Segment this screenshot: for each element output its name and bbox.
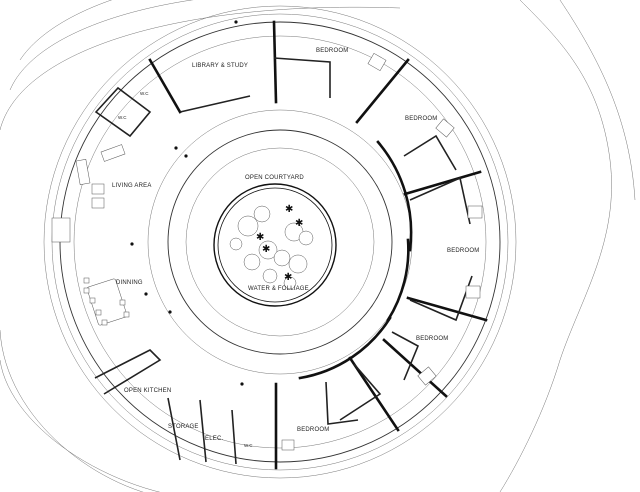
svg-text:✱: ✱ [285,204,293,215]
label-wc-top-1: W.C [140,91,149,96]
label-bedroom-5: BEDROOM [297,427,329,433]
label-wc-top-2: W.C [118,115,127,120]
label-living: LIVING AREA [112,183,152,189]
svg-text:✱: ✱ [256,232,264,243]
room-labels: LIBRARY & STUDY BEDROOM BEDROOM BEDROOM … [112,48,479,448]
label-bedroom-1: BEDROOM [316,48,348,54]
bedroom-wing-walls [148,20,488,470]
label-kitchen: OPEN KITCHEN [124,388,171,394]
label-bedroom-4: BEDROOM [416,336,448,342]
furniture [51,52,483,451]
foliage-cluster: ✱ ✱ ✱ ✱ ✱ [229,204,314,290]
building-outline [43,5,517,479]
label-courtyard: OPEN COURTYARD [245,175,304,181]
label-bedroom-3: BEDROOM [447,248,479,254]
structural-columns [130,20,244,386]
svg-text:✱: ✱ [284,272,292,283]
label-elec: ELEC. [205,436,223,442]
label-water: WATER & FOLLIAGE [248,286,309,292]
label-library: LIBRARY & STUDY [192,63,248,69]
svg-text:✱: ✱ [295,218,303,229]
svg-text:✱: ✱ [262,244,270,255]
courtyard-pool: ✱ ✱ ✱ ✱ ✱ [213,183,337,307]
label-bedroom-2: BEDROOM [405,116,437,122]
label-storage: STORAGE [168,424,199,430]
label-dining: DINNING [116,280,143,286]
label-wc-bottom: W.C [244,443,253,448]
